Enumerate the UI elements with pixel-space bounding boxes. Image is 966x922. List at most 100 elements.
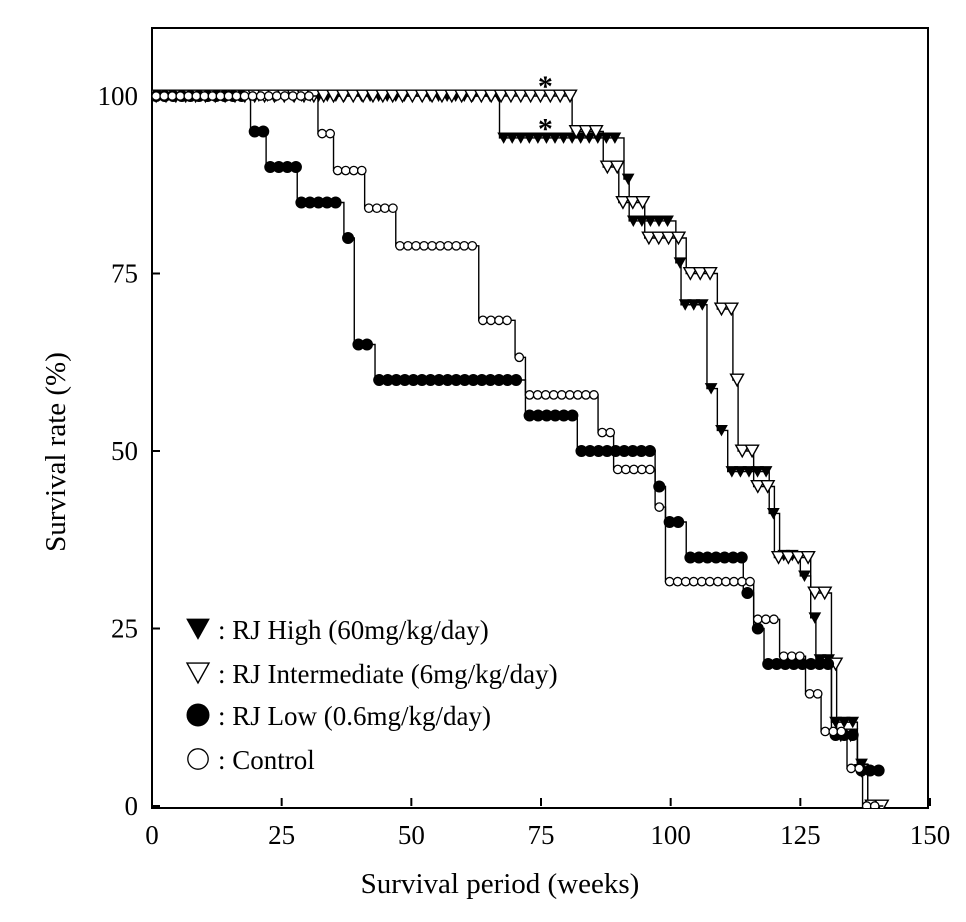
data-point: [713, 302, 730, 317]
data-point: [497, 132, 511, 144]
data-point: [742, 466, 756, 478]
data-point: [786, 651, 797, 662]
data-point: [548, 390, 559, 400]
data-point: [540, 390, 551, 400]
data-point: [414, 89, 430, 104]
data-point: [199, 91, 210, 101]
data-point: [411, 240, 421, 251]
data-point: [661, 215, 674, 227]
series-line: [152, 95, 884, 807]
data-point: [599, 160, 616, 175]
data-point: [872, 764, 885, 777]
data-point: [215, 91, 226, 101]
data-point: [723, 302, 740, 317]
data-point: [704, 576, 715, 587]
data-point: [451, 240, 462, 251]
data-point: [651, 231, 667, 246]
data-point: [643, 445, 656, 457]
data-point: [345, 89, 361, 104]
data-point: [493, 89, 509, 104]
data-point: [532, 390, 543, 400]
data-point: [360, 338, 373, 351]
data-point: [403, 240, 413, 251]
data-point: [556, 390, 567, 400]
data-point: [641, 231, 657, 246]
data-point: [664, 576, 675, 587]
data-point: [167, 91, 178, 101]
data-point: [812, 688, 823, 699]
data-point: [505, 132, 519, 144]
data-point: [255, 91, 266, 101]
data-point: [394, 89, 411, 104]
data-point: [678, 299, 692, 311]
y-tick-label: 75: [111, 259, 138, 289]
data-point: [625, 195, 641, 210]
data-point: [435, 240, 445, 251]
data-point: [680, 576, 691, 587]
data-point: [564, 390, 575, 400]
legend-marker: [186, 703, 210, 727]
data-point: [581, 390, 591, 400]
data-point: [817, 586, 833, 601]
data-point: [271, 91, 282, 101]
data-point: [769, 614, 779, 625]
data-point: [597, 427, 608, 438]
legend: : RJ High (60mg/kg/day): RJ Intermediate…: [185, 615, 558, 775]
y-tick-label: 0: [125, 791, 139, 821]
data-point: [734, 466, 747, 478]
data-point: [356, 165, 367, 176]
x-tick-label: 0: [145, 820, 159, 850]
data-point: [183, 91, 194, 101]
data-point: [404, 89, 421, 104]
data-point: [434, 89, 450, 104]
data-point: [424, 89, 440, 104]
data-point: [263, 91, 274, 101]
significance-star: *: [538, 70, 553, 103]
data-point: [628, 464, 639, 475]
data-point: [808, 612, 822, 624]
data-point: [621, 173, 635, 186]
data-point: [725, 466, 739, 478]
x-tick-label: 50: [398, 820, 425, 850]
data-point: [355, 89, 371, 104]
data-point: [532, 89, 549, 104]
data-point: [670, 231, 687, 246]
legend-label: : RJ Intermediate (6mg/kg/day): [218, 659, 558, 689]
data-point: [335, 89, 352, 104]
data-point: [608, 132, 622, 144]
data-point: [615, 195, 631, 210]
data-point: [687, 299, 701, 311]
data-point: [696, 576, 707, 587]
data-point: [363, 203, 374, 214]
data-point: [375, 89, 391, 104]
data-point: [854, 763, 865, 774]
series-3: [152, 91, 884, 808]
data-point: [829, 716, 842, 729]
data-point: [257, 125, 270, 138]
data-point: [660, 231, 677, 246]
data-point: [287, 91, 298, 101]
data-point: [459, 240, 470, 251]
data-point: [836, 726, 847, 737]
data-point: [315, 89, 332, 104]
data-point: [653, 480, 666, 493]
data-point: [304, 91, 314, 101]
data-point: [778, 651, 789, 662]
data-point: [419, 240, 429, 251]
data-point: [798, 570, 811, 582]
data-point: [388, 203, 398, 214]
data-point: [800, 550, 816, 565]
data-point: [605, 427, 616, 438]
data-point: [562, 89, 578, 104]
data-point: [502, 315, 512, 326]
series-line: [152, 95, 884, 807]
data-point: [715, 424, 728, 437]
data-point: [828, 726, 839, 737]
data-point: [612, 464, 623, 475]
data-point: [609, 160, 625, 175]
data-point: [191, 91, 202, 101]
data-point: [384, 89, 401, 104]
data-point: [289, 161, 302, 173]
data-point: [513, 89, 529, 104]
data-point: [735, 551, 748, 564]
